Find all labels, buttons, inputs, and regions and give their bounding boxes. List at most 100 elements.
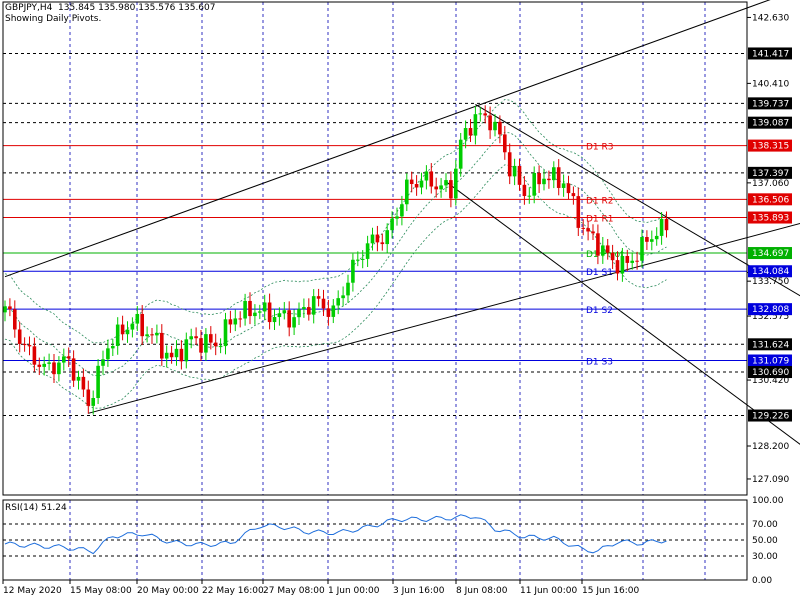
candle-body	[233, 318, 238, 325]
y-tick-label: 130.420	[752, 376, 789, 386]
candle-body	[522, 184, 527, 197]
candle-body	[47, 362, 51, 364]
candle-body	[360, 258, 365, 260]
candle-body	[66, 356, 71, 359]
band-line	[4, 131, 667, 376]
candle-body	[370, 234, 375, 244]
candle-body	[3, 306, 7, 313]
candle-body	[488, 115, 492, 131]
candle-body	[243, 300, 247, 319]
price-tag	[748, 47, 792, 60]
candle-body	[586, 228, 590, 232]
candle-body	[125, 329, 130, 335]
price-tag-label: 139.087	[752, 119, 789, 129]
candle-body	[52, 362, 56, 375]
candle-body	[76, 376, 81, 381]
price-tag-label: 139.737	[752, 99, 789, 109]
candle-body	[566, 183, 571, 194]
level-label: D1 R3	[586, 143, 614, 153]
candle-body	[81, 376, 86, 390]
candle-body	[400, 204, 404, 217]
candle-body	[71, 358, 76, 381]
candle-body	[454, 168, 458, 199]
candle-body	[409, 179, 414, 185]
price-tag-label: 137.397	[752, 169, 789, 179]
candle-body	[444, 180, 448, 186]
candle-body	[277, 313, 282, 318]
candle-body	[537, 173, 541, 185]
level-label: D1 S3	[586, 357, 613, 367]
candle-body	[13, 309, 17, 330]
candle-body	[625, 255, 630, 263]
candle-body	[605, 245, 610, 253]
candle-body	[287, 310, 291, 328]
candle-body	[101, 359, 105, 366]
candle-body	[635, 260, 639, 262]
candle-body	[130, 323, 135, 330]
candle-body	[654, 235, 659, 240]
candle-body	[493, 121, 497, 131]
price-tag-label: 135.893	[752, 214, 789, 224]
price-axis: 142.630140.410137.060134.040133.750132.5…	[747, 13, 792, 586]
candle-body	[179, 348, 184, 362]
candlesticks	[3, 105, 669, 415]
candle-body	[22, 343, 27, 346]
price-tag-label: 134.697	[752, 249, 789, 259]
price-tag	[748, 366, 792, 379]
candle-body	[601, 245, 605, 256]
candle-body	[571, 193, 576, 197]
candle-body	[405, 179, 409, 205]
y-tick-label: 137.060	[752, 179, 789, 189]
price-tag	[748, 303, 792, 316]
candle-body	[645, 237, 649, 242]
candle-body	[552, 167, 556, 181]
candle-body	[351, 259, 355, 283]
candle-body	[390, 218, 394, 231]
candle-body	[8, 306, 12, 310]
candle-body	[253, 312, 257, 317]
candle-body	[91, 398, 95, 406]
price-tag	[748, 166, 792, 179]
candle-body	[272, 317, 277, 323]
x-tick-label: 15 Jun 16:00	[582, 586, 639, 596]
x-tick-label: 8 Jun 08:00	[456, 586, 508, 596]
candle-body	[483, 113, 487, 116]
candle-body	[561, 183, 566, 188]
candle-body	[174, 348, 179, 358]
candle-body	[106, 348, 110, 360]
candle-body	[512, 165, 517, 177]
symbol-info: GBPJPY,H4 135.845 135.980 135.576 135.60…	[5, 3, 216, 13]
candle-body	[37, 364, 42, 367]
candle-body	[262, 302, 267, 312]
candle-body	[463, 128, 468, 140]
candle-body	[473, 114, 478, 136]
candle-body	[316, 296, 321, 299]
candle-body	[120, 324, 125, 335]
rsi-tick-label: 70.00	[752, 520, 778, 530]
candle-body	[42, 363, 46, 367]
y-tick-label: 142.630	[752, 13, 789, 23]
candle-body	[659, 218, 664, 236]
x-tick-label: 27 May 08:00	[263, 586, 325, 596]
candle-body	[610, 252, 615, 261]
y-tick-label: 127.090	[752, 475, 789, 485]
candle-body	[311, 296, 316, 315]
price-tag-label: 129.226	[752, 412, 789, 422]
y-tick-label: 132.575	[752, 312, 789, 322]
price-tag-label: 130.690	[752, 368, 789, 378]
candle-body	[150, 334, 154, 336]
candle-body	[135, 313, 140, 324]
price-tag-label: 136.506	[752, 195, 789, 205]
price-tag	[748, 247, 792, 260]
candle-body	[238, 318, 242, 320]
rsi-panel	[3, 514, 747, 557]
candle-body	[414, 184, 419, 188]
y-tick-label: 133.750	[752, 277, 789, 287]
candle-body	[341, 295, 345, 299]
level-label: D1 S2	[586, 306, 613, 316]
price-tag	[748, 116, 792, 129]
candle-body	[169, 352, 174, 358]
candle-body	[346, 282, 350, 296]
bollinger-bands	[4, 99, 667, 409]
